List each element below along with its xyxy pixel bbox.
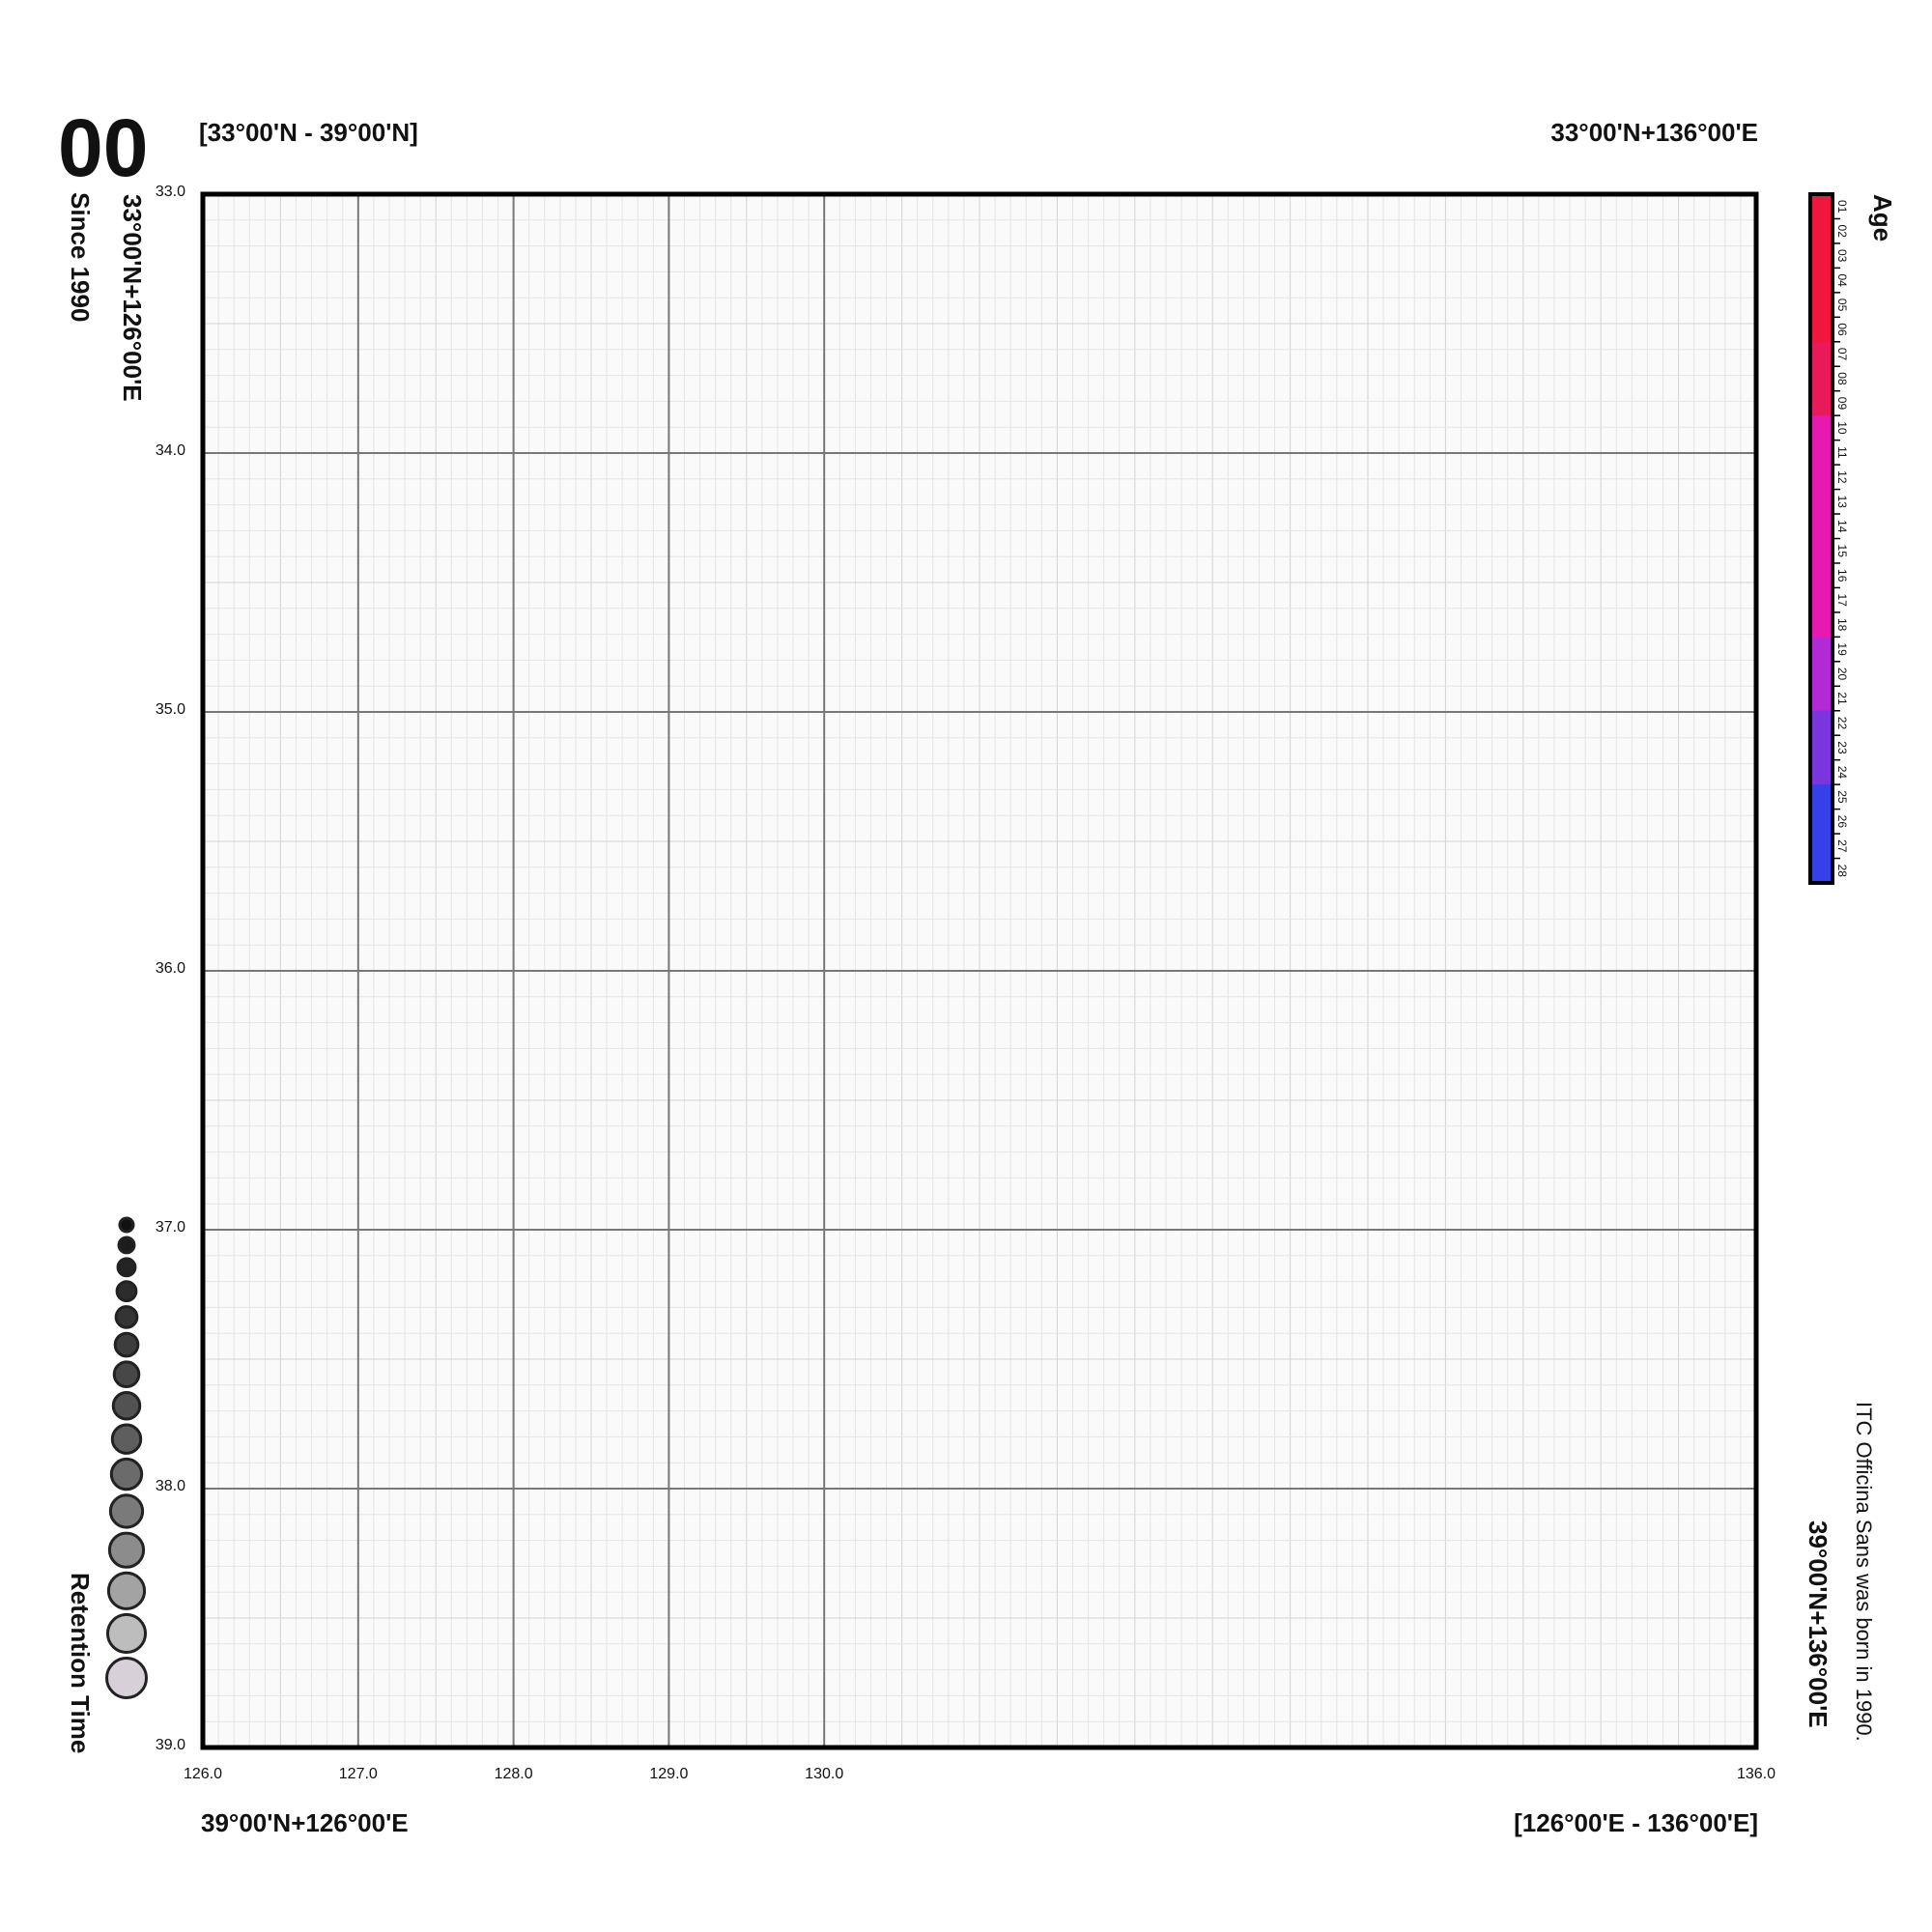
plot-frame: [200, 191, 1759, 1750]
colorbar-segment: [1810, 858, 1833, 884]
colorbar-segment: [1810, 759, 1833, 785]
x-tick-label: 126.0: [184, 1766, 222, 1782]
colorbar-segment: [1810, 686, 1833, 712]
colorbar-tick-label: 13: [1835, 496, 1849, 509]
colorbar-tick-label: 27: [1835, 839, 1849, 853]
x-tick-label: 130.0: [805, 1766, 843, 1782]
colorbar-tick-label: 12: [1835, 470, 1849, 484]
x-tick-label: 129.0: [649, 1766, 688, 1782]
y-tick-label: 34.0: [156, 442, 185, 459]
colorbar-segment: [1810, 784, 1833, 810]
colorbar-tick-label: 11: [1835, 446, 1849, 459]
x-tick-label: 128.0: [495, 1766, 533, 1782]
size-legend-marker: [115, 1280, 138, 1303]
colorbar-tick-label: 26: [1835, 815, 1849, 829]
colorbar-tick-label: 23: [1835, 741, 1849, 754]
colorbar-segment: [1810, 611, 1833, 638]
colorbar-tick-label: 08: [1835, 372, 1849, 385]
colorbar-segment: [1810, 218, 1833, 244]
corner-label: 33°00'N+136°00'E: [1550, 118, 1758, 147]
size-legend-marker: [113, 1331, 140, 1358]
colorbar-tick-label: 15: [1835, 545, 1849, 558]
colorbar-segment: [1810, 489, 1833, 515]
y-tick-label: 35.0: [156, 701, 185, 718]
size-legend-marker: [116, 1257, 137, 1278]
colorbar-segment: [1810, 735, 1833, 761]
colorbar-tick-label: 14: [1835, 520, 1849, 533]
size-legend-marker: [105, 1612, 148, 1654]
colorbar-title: Age: [1868, 194, 1897, 242]
size-legend-title: Retention Time: [66, 1573, 95, 1753]
size-legend-marker: [118, 1216, 135, 1234]
colorbar-segment: [1810, 366, 1833, 392]
y-tick-label: 39.0: [156, 1737, 185, 1753]
y-tick-label: 37.0: [156, 1219, 185, 1236]
colorbar-segment: [1810, 809, 1833, 835]
size-legend-marker: [108, 1493, 145, 1529]
colorbar-segment: [1810, 317, 1833, 343]
colorbar-segment: [1810, 390, 1833, 416]
colorbar-tick-label: 07: [1835, 348, 1849, 361]
colorbar-tick-label: 04: [1835, 273, 1849, 287]
colorbar-frame: [1808, 192, 1834, 885]
y-tick-label: 33.0: [156, 184, 185, 200]
colorbar-segment: [1810, 242, 1833, 269]
size-legend-marker: [117, 1236, 136, 1255]
colorbar-segment: [1810, 292, 1833, 318]
colorbar-segment: [1810, 710, 1833, 736]
colorbar-tick-label: 25: [1835, 790, 1849, 804]
colorbar-segment: [1810, 661, 1833, 687]
x-tick-label: 127.0: [339, 1766, 378, 1782]
corner-label: 33°00'N+126°00'E: [118, 194, 147, 402]
colorbar-tick-label: 09: [1835, 397, 1849, 411]
y-tick-label: 36.0: [156, 960, 185, 977]
subtitle: Since 1990: [66, 192, 95, 322]
note: ITC Officina Sans was born in 1990.: [1852, 1402, 1876, 1742]
colorbar-tick-label: 06: [1835, 323, 1849, 336]
colorbar-tick-label: 16: [1835, 569, 1849, 582]
size-legend-marker: [111, 1391, 142, 1421]
size-legend-marker: [105, 1657, 148, 1699]
corner-label: 39°00'N+126°00'E: [201, 1808, 409, 1837]
colorbar-segment: [1810, 440, 1833, 466]
size-legend-marker: [106, 1571, 147, 1610]
colorbar-segment: [1810, 587, 1833, 613]
size-legend-marker: [109, 1457, 144, 1492]
colorbar-segment: [1810, 514, 1833, 539]
x-tick-label: 136.0: [1737, 1766, 1776, 1782]
colorbar-tick-label: 19: [1835, 642, 1849, 656]
colorbar-tick-label: 10: [1835, 421, 1849, 435]
size-legend-marker: [110, 1423, 143, 1455]
colorbar-segment: [1810, 538, 1833, 564]
colorbar-segment: [1810, 834, 1833, 860]
colorbar-segment: [1810, 562, 1833, 588]
colorbar-tick-label: 02: [1835, 225, 1849, 239]
colorbar-tick-label: 17: [1835, 593, 1849, 607]
colorbar-tick-label: 24: [1835, 766, 1849, 780]
colorbar-tick-label: 20: [1835, 668, 1849, 681]
size-legend-marker: [114, 1305, 139, 1329]
colorbar-segment: [1810, 465, 1833, 491]
size-legend-marker: [112, 1360, 141, 1388]
colorbar-tick-label: 01: [1835, 200, 1849, 213]
colorbar-tick-label: 05: [1835, 298, 1849, 312]
colorbar-segment: [1810, 268, 1833, 294]
colorbar-tick-label: 28: [1835, 865, 1849, 878]
corner-label: 39°00'N+136°00'E: [1804, 1520, 1833, 1728]
y-tick-label: 38.0: [156, 1478, 185, 1494]
colorbar-tick-label: 03: [1835, 249, 1849, 263]
colorbar-segment: [1810, 341, 1833, 367]
colorbar-segment: [1810, 637, 1833, 663]
colorbar-tick-label: 21: [1835, 692, 1849, 705]
lon-range-label: [126°00'E - 136°00'E]: [1514, 1808, 1758, 1837]
colorbar-segment: [1810, 194, 1833, 219]
panel-label: 00: [58, 102, 148, 193]
lat-range-label: [33°00'N - 39°00'N]: [199, 118, 418, 147]
colorbar-tick-label: 22: [1835, 717, 1849, 730]
size-legend-marker: [107, 1531, 146, 1569]
colorbar-tick-label: 18: [1835, 618, 1849, 632]
colorbar-segment: [1810, 415, 1833, 441]
